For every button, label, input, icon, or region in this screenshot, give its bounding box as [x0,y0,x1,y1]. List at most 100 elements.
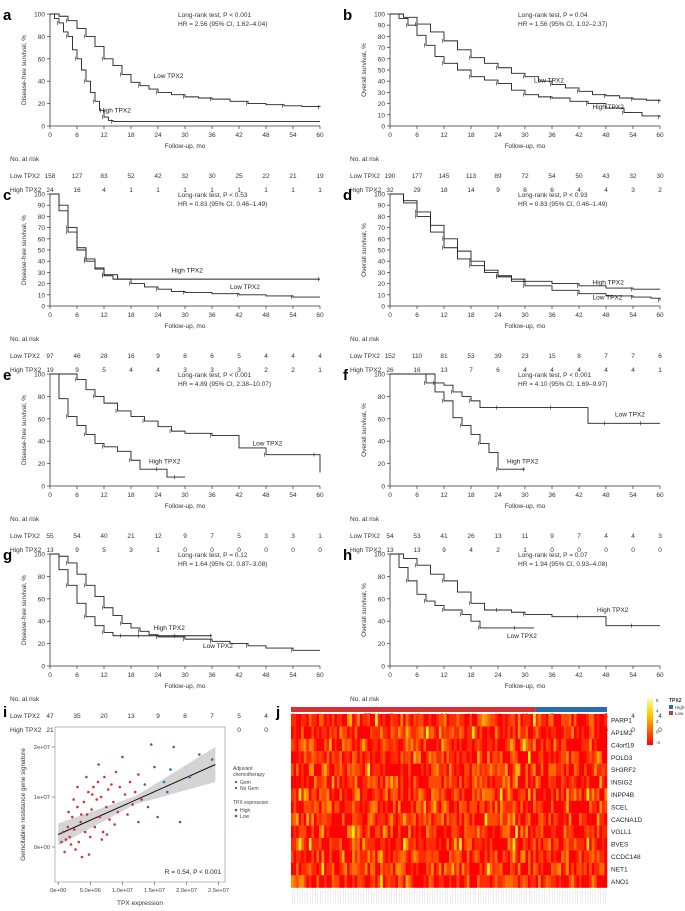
heatmap-cell [324,800,327,814]
heatmap-cell [339,763,343,777]
heatmap-cell [456,738,460,752]
heatmap-cell [512,825,516,839]
x-axis-title: TPX expression [117,900,163,907]
risk-count: 4 [631,533,635,540]
heatmap-cell [550,726,554,739]
hazard-ratio-annotation: HR = 1.64 (95% CI, 0.87–3.08) [178,561,267,568]
heatmap-cell [413,763,417,777]
heatmap-cell [545,788,549,801]
heatmap-cell [517,763,521,777]
heatmap-cell [601,788,605,801]
y-tick-label: 60 [38,416,46,423]
heatmap-cell [599,875,603,888]
heatmap-cell [543,862,547,876]
heatmap-cell [548,838,552,851]
y-tick-label: 20 [38,101,46,108]
heatmap-cell [543,763,547,777]
heatmap-cell [474,875,478,888]
heatmap-cell [316,825,320,839]
heatmap-cell [385,862,389,876]
heatmap-cell [461,751,465,764]
heatmap-cell [517,776,521,789]
heatmap-cell [446,813,450,826]
x-tick-label: 60 [656,312,664,319]
heatmap-cell [494,763,498,777]
heatmap-cell [400,738,404,752]
heatmap-cell [395,838,399,851]
risk-count: 54 [73,533,81,540]
heatmap-cell [591,751,595,764]
heatmap-cell [347,751,350,764]
scatter-point-low [96,780,100,784]
heatmap-cell [561,714,564,727]
heatmap-cell [456,875,460,888]
risk-count: 3 [237,367,241,374]
curve-label: Low TPX2 [593,294,623,301]
heatmap-cell [535,738,539,752]
x-tick-label: 1.5e+07 [144,888,165,894]
x-tick-label: 54 [289,132,297,139]
heatmap-cell [375,850,378,863]
heatmap-cell [510,800,513,814]
heatmap-cell [515,800,519,814]
heatmap-cell [484,862,488,876]
heatmap-cell [428,838,432,851]
heatmap-cell [461,838,465,851]
heatmap-cell [359,776,363,789]
heatmap-cell [433,751,437,764]
legend-marker [234,780,238,784]
legend-title-chemo-2: chemotherapy [233,772,265,778]
heatmap-cell [517,875,521,888]
risk-count: 14 [467,187,475,194]
heatmap-cell [540,825,544,839]
heatmap-cell [410,813,414,826]
heatmap-cell [571,763,575,777]
heatmap-cell [316,776,320,789]
heatmap-cell [375,726,378,739]
risk-count: 30 [208,173,216,180]
gene-label: C4orf19 [611,742,635,749]
heatmap-cell [347,800,350,814]
heatmap-cell [449,788,452,801]
x-tick-label: 6 [415,132,419,139]
heatmap-cell [596,813,600,826]
heatmap-cell [454,751,457,764]
heatmap-cell [497,788,501,801]
scatter-point-low [71,815,74,819]
heatmap-cell [316,726,320,739]
heatmap-cell [415,726,419,739]
heatmap-cell [601,875,605,888]
heatmap-cell [341,751,345,764]
heatmap-cell [461,788,465,801]
x-tick-label: 6 [75,312,79,319]
heatmap-cell [563,751,567,764]
heatmap-cell [576,850,580,863]
heatmap-cell [581,862,585,876]
heatmap-cell [530,800,534,814]
heatmap-cell [454,825,457,839]
risk-count: 0 [237,727,241,734]
risk-count: 2 [264,367,268,374]
heatmap-cell [362,862,366,876]
logrank-annotation: Long-rank test, P = 0.07 [518,552,588,559]
risk-table-header: No. at risk [350,696,380,703]
heatmap-cell [487,850,490,863]
heatmap-cell [538,875,541,888]
heatmap-cell [538,850,541,863]
x-tick-label: 54 [629,132,637,139]
scatter-point-low [121,755,124,759]
heatmap-cell [454,813,457,826]
heatmap-cell [441,726,445,739]
y-tick-label: 100 [34,372,45,379]
risk-count: 8 [577,353,581,360]
heatmap-cell [316,862,320,876]
heatmap-cell [410,800,414,814]
heatmap-cell [515,738,519,752]
heatmap-cell [449,751,452,764]
annotation-bar-low [291,707,536,712]
heatmap-cell [578,776,582,789]
heatmap-cell [545,751,549,764]
heatmap-cell [336,800,340,814]
x-tick-label: 54 [289,672,297,679]
heatmap-cell [405,788,409,801]
